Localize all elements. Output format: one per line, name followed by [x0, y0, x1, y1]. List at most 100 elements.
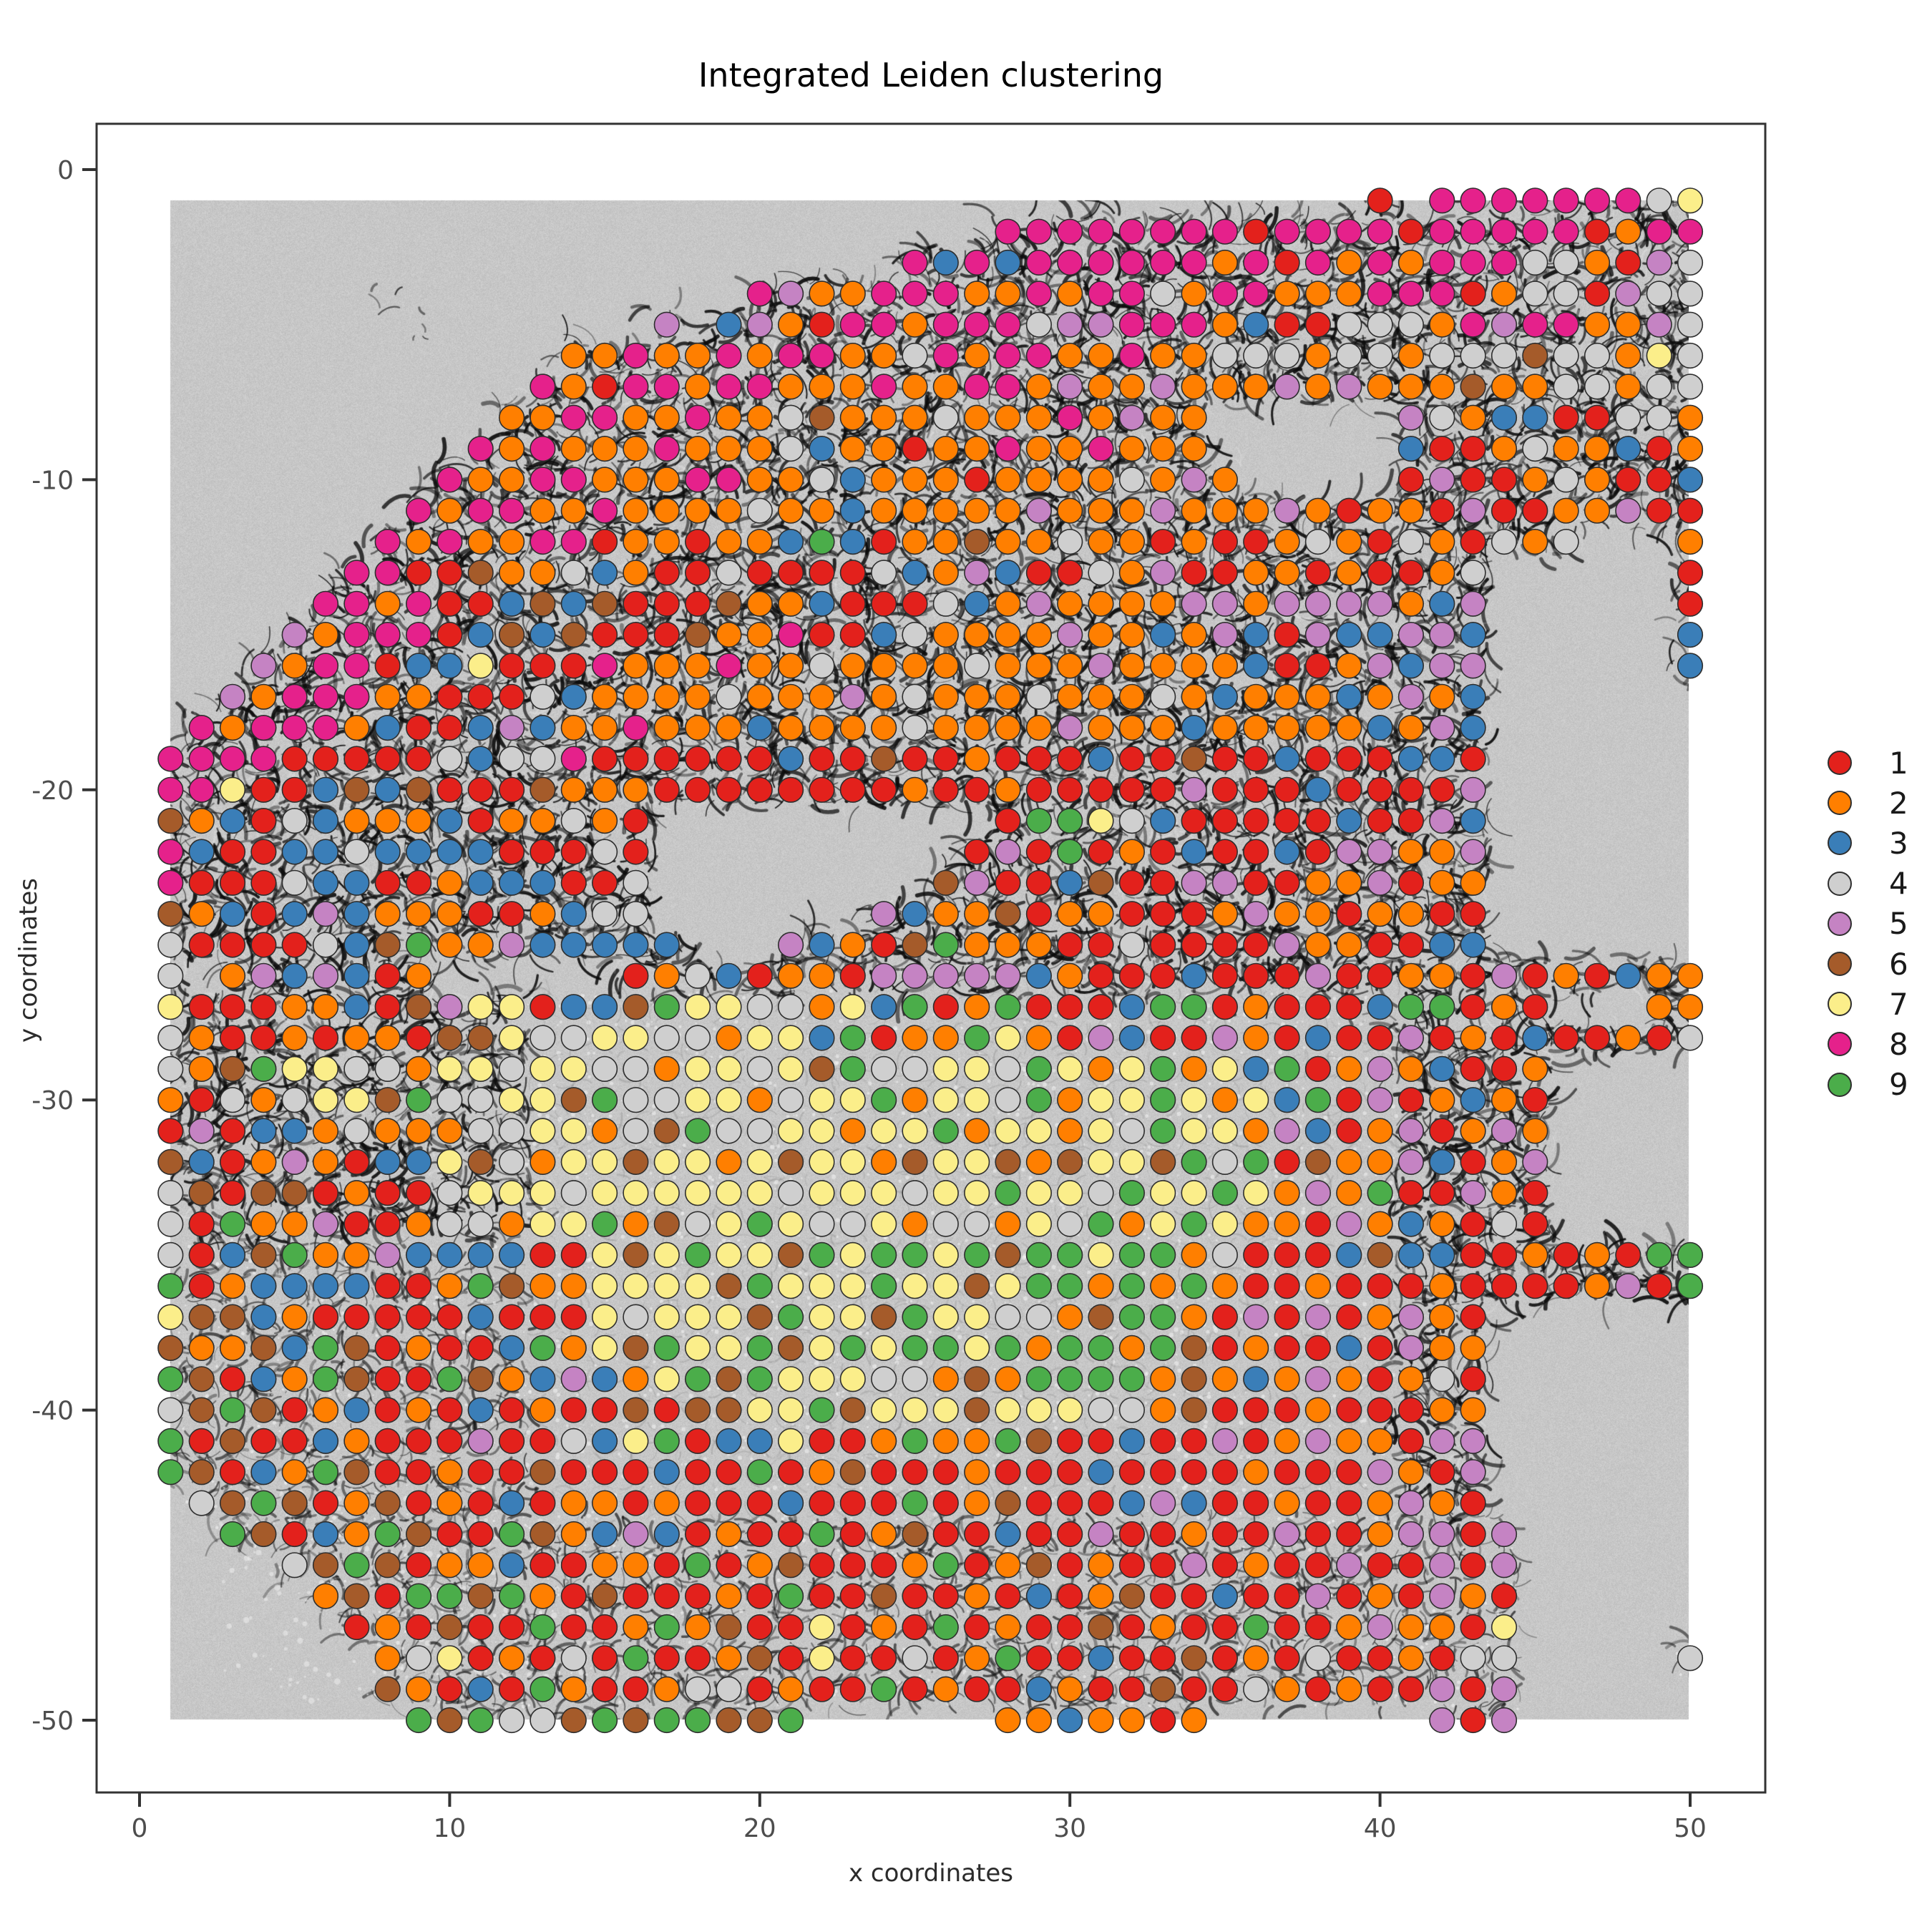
- spot-cluster-4: [746, 497, 773, 524]
- spot-cluster-5: [1460, 1459, 1486, 1485]
- spot-cluster-7: [591, 1241, 618, 1268]
- spot-cluster-4: [902, 1055, 928, 1082]
- spot-cluster-1: [1304, 994, 1331, 1020]
- spot-cluster-3: [716, 311, 742, 338]
- spot-cluster-7: [716, 1180, 742, 1206]
- spot-cluster-1: [343, 1148, 370, 1175]
- spot-cluster-2: [1397, 342, 1424, 369]
- spot-cluster-6: [1025, 1552, 1052, 1579]
- spot-cluster-1: [1336, 1645, 1362, 1672]
- spot-cluster-5: [1181, 467, 1207, 493]
- spot-cluster-2: [902, 497, 928, 524]
- spot-cluster-1: [374, 1366, 401, 1392]
- spot-cluster-6: [871, 1583, 897, 1609]
- spot-cluster-3: [1367, 621, 1393, 648]
- spot-cluster-2: [1088, 342, 1114, 369]
- spot-cluster-1: [1460, 1490, 1486, 1516]
- spot-cluster-1: [1211, 1676, 1238, 1702]
- spot-cluster-2: [964, 497, 990, 524]
- spot-cluster-1: [653, 621, 680, 648]
- spot-cluster-3: [591, 560, 618, 586]
- spot-cluster-1: [1336, 994, 1362, 1020]
- spot-cluster-2: [560, 1676, 587, 1702]
- spot-cluster-2: [1243, 1211, 1269, 1237]
- spot-cluster-1: [1057, 1490, 1083, 1516]
- spot-cluster-9: [1150, 1055, 1176, 1082]
- spot-cluster-1: [1150, 1428, 1176, 1454]
- spot-cluster-1: [1460, 962, 1486, 989]
- spot-cluster-1: [374, 1273, 401, 1299]
- spot-cluster-3: [281, 1118, 308, 1144]
- spot-cluster-8: [1088, 218, 1114, 245]
- spot-cluster-3: [530, 869, 556, 896]
- spot-cluster-3: [1118, 1490, 1145, 1516]
- spot-cluster-5: [1397, 404, 1424, 431]
- spot-cluster-2: [1615, 218, 1641, 245]
- spot-cluster-3: [1274, 1087, 1300, 1113]
- spot-cluster-1: [871, 1025, 897, 1051]
- spot-cluster-5: [1211, 869, 1238, 896]
- spot-cluster-2: [1367, 1211, 1393, 1237]
- spot-cluster-8: [312, 683, 339, 710]
- spot-cluster-1: [653, 1397, 680, 1423]
- spot-cluster-8: [623, 342, 649, 369]
- spot-cluster-8: [623, 714, 649, 741]
- spot-cluster-3: [312, 807, 339, 834]
- spot-cluster-8: [932, 280, 959, 307]
- spot-cluster-3: [343, 962, 370, 989]
- spot-cluster-2: [1397, 1459, 1424, 1485]
- spot-cluster-6: [250, 1241, 277, 1268]
- spot-cluster-1: [1181, 1025, 1207, 1051]
- spot-cluster-1: [902, 746, 928, 772]
- spot-cluster-3: [467, 1241, 494, 1268]
- spot-cluster-6: [1088, 1614, 1114, 1641]
- spot-cluster-8: [839, 311, 866, 338]
- spot-cluster-2: [1584, 1241, 1611, 1268]
- spot-cluster-1: [1304, 1521, 1331, 1548]
- spot-cluster-8: [777, 342, 804, 369]
- spot-cluster-2: [932, 528, 959, 555]
- spot-cluster-1: [467, 901, 494, 927]
- spot-cluster-2: [1057, 653, 1083, 679]
- spot-cluster-1: [902, 435, 928, 462]
- spot-cluster-1: [1057, 994, 1083, 1020]
- spot-cluster-4: [1211, 1148, 1238, 1175]
- spot-cluster-3: [1274, 746, 1300, 772]
- spot-cluster-1: [809, 1676, 835, 1702]
- spot-cluster-5: [777, 932, 804, 958]
- spot-cluster-2: [1584, 467, 1611, 493]
- spot-cluster-1: [250, 932, 277, 958]
- spot-cluster-1: [1025, 1614, 1052, 1641]
- spot-cluster-2: [932, 653, 959, 679]
- spot-cluster-7: [716, 1055, 742, 1082]
- spot-cluster-2: [1150, 404, 1176, 431]
- spot-cluster-1: [250, 1025, 277, 1051]
- spot-cluster-6: [623, 1241, 649, 1268]
- spot-cluster-6: [219, 1490, 246, 1516]
- spot-cluster-8: [281, 714, 308, 741]
- spot-cluster-1: [1304, 807, 1331, 834]
- spot-cluster-2: [902, 1552, 928, 1579]
- spot-cluster-4: [1460, 1645, 1486, 1672]
- spot-cluster-2: [560, 714, 587, 741]
- spot-cluster-2: [932, 621, 959, 648]
- spot-cluster-9: [312, 1335, 339, 1361]
- spot-cluster-5: [1429, 1676, 1455, 1702]
- spot-cluster-9: [250, 1055, 277, 1082]
- spot-cluster-1: [1460, 901, 1486, 927]
- spot-cluster-4: [1522, 280, 1548, 307]
- spot-cluster-6: [871, 746, 897, 772]
- spot-cluster-2: [653, 1490, 680, 1516]
- spot-cluster-1: [467, 1490, 494, 1516]
- spot-cluster-2: [1336, 528, 1362, 555]
- spot-cluster-5: [1088, 311, 1114, 338]
- spot-cluster-2: [871, 1614, 897, 1641]
- spot-cluster-4: [560, 1645, 587, 1672]
- spot-cluster-5: [1304, 962, 1331, 989]
- spot-cluster-2: [964, 435, 990, 462]
- spot-cluster-6: [188, 1304, 215, 1330]
- spot-cluster-1: [1025, 901, 1052, 927]
- spot-cluster-1: [1274, 1148, 1300, 1175]
- spot-cluster-1: [1150, 962, 1176, 989]
